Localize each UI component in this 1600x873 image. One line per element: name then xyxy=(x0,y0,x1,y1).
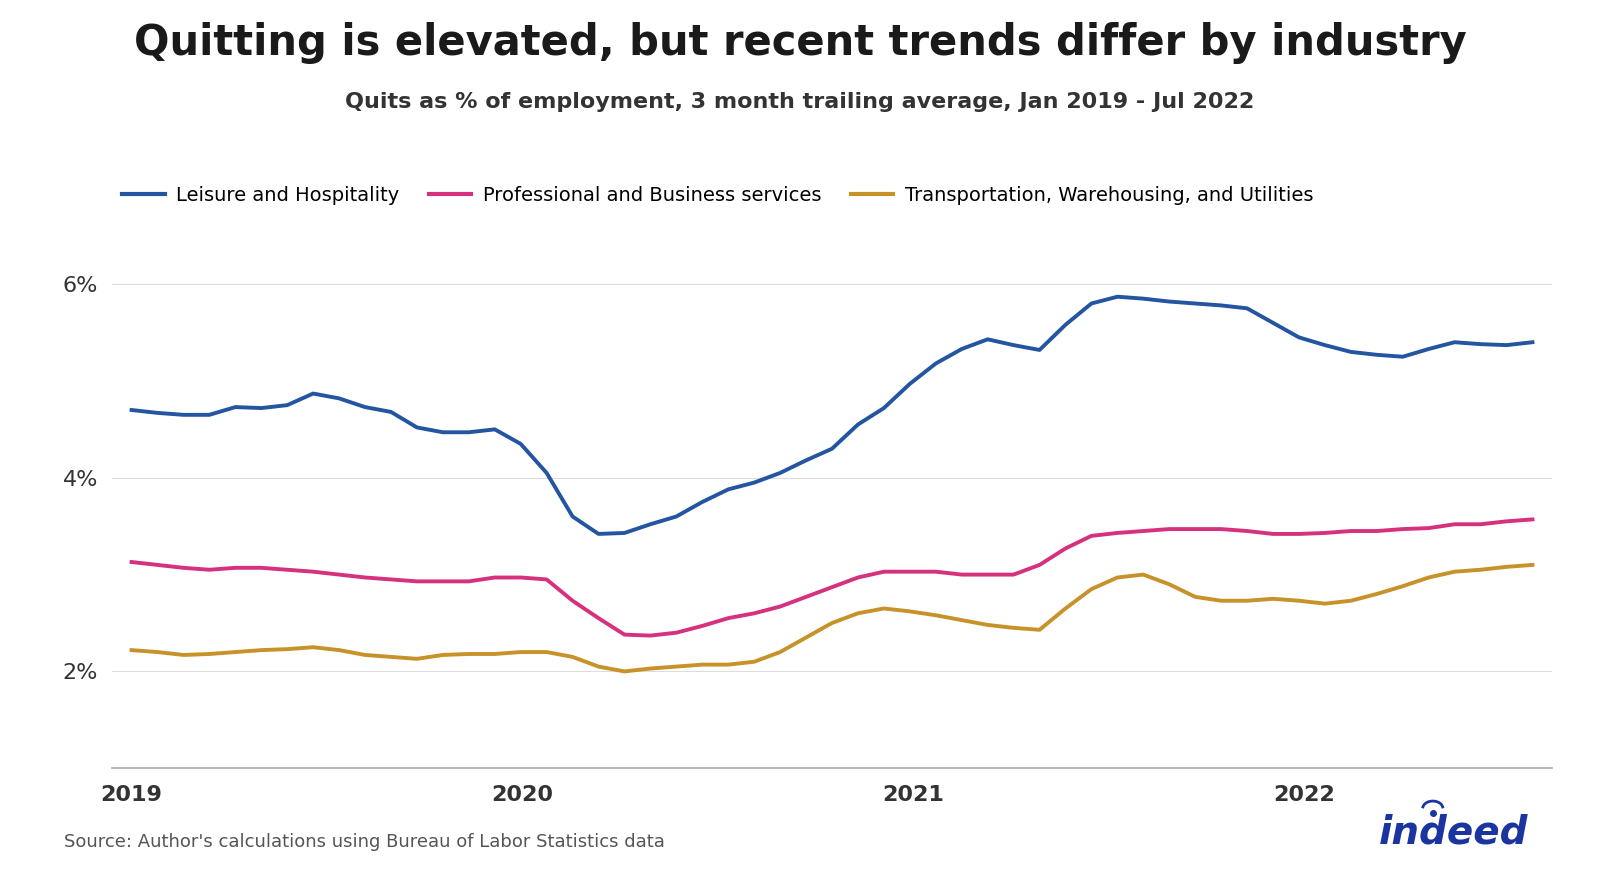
Text: indeed: indeed xyxy=(1379,813,1528,851)
Text: Quits as % of employment, 3 month trailing average, Jan 2019 - Jul 2022: Quits as % of employment, 3 month traili… xyxy=(346,92,1254,112)
Text: Source: Author's calculations using Bureau of Labor Statistics data: Source: Author's calculations using Bure… xyxy=(64,833,666,851)
Text: Quitting is elevated, but recent trends differ by industry: Quitting is elevated, but recent trends … xyxy=(134,22,1466,64)
Legend: Leisure and Hospitality, Professional and Business services, Transportation, War: Leisure and Hospitality, Professional an… xyxy=(122,186,1314,204)
